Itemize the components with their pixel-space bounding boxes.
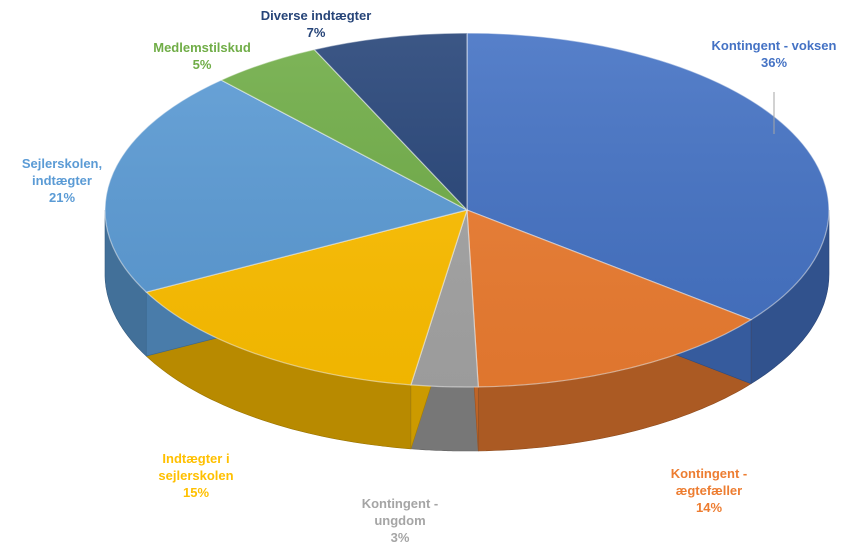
pie-labels: Kontingent - voksen 36% Kontingent - ægtefæ…: [22, 8, 837, 545]
data-label-pct-4: 21%: [49, 190, 75, 205]
data-label-name-6: Diverse indtægter: [261, 8, 372, 23]
data-label-pct-3: 15%: [183, 485, 209, 500]
data-label-name-3: sejlerskolen: [158, 468, 233, 483]
data-label-pct-0: 36%: [761, 55, 787, 70]
data-label-name-5: Medlemstilskud: [153, 40, 251, 55]
data-label-name-0: Kontingent - voksen: [712, 38, 837, 53]
data-label-name-4: Sejlerskolen,: [22, 156, 102, 171]
data-label-name-1: Kontingent -: [671, 466, 748, 481]
data-label-name-1: ægtefæller: [676, 483, 742, 498]
data-label-pct-5: 5%: [193, 57, 212, 72]
data-label-name-4: indtægter: [32, 173, 92, 188]
data-label-name-3: Indtægter i: [162, 451, 229, 466]
pie-tops: [104, 32, 830, 388]
data-label-pct-1: 14%: [696, 500, 722, 515]
data-label-pct-2: 3%: [391, 530, 410, 545]
data-label-pct-6: 7%: [307, 25, 326, 40]
data-label-name-2: ungdom: [374, 513, 425, 528]
data-label-name-2: Kontingent -: [362, 496, 439, 511]
